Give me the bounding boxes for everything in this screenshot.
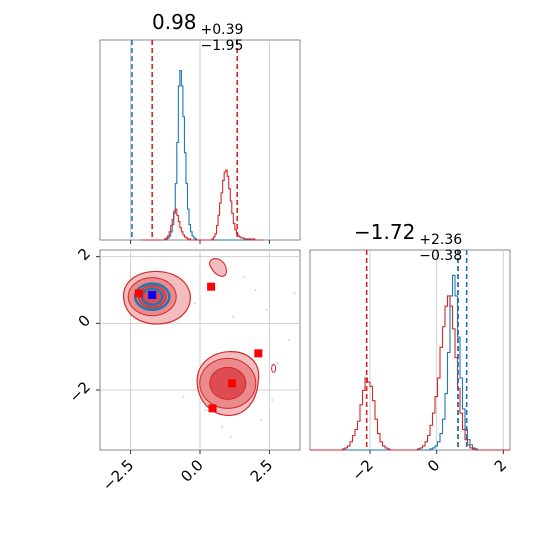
joint-xtick-label-0: −2.5 (99, 456, 137, 494)
joint-sample-13 (182, 395, 185, 398)
joint-sample-1 (232, 315, 235, 318)
marginal-y-title: −1.72 +2.36 −0.38 (354, 220, 462, 264)
marginal-y-histogram-0 (310, 274, 510, 451)
marginal-x-histogram-1 (141, 169, 264, 241)
marginal-x-title-minus: −1.95 (200, 38, 244, 54)
marginal-x-title-value: 0.98 (152, 10, 197, 34)
joint-sample-14 (229, 435, 232, 438)
marginal-x-panel (130, 40, 270, 244)
marginal-x-title-plus: +0.39 (200, 22, 244, 38)
marginal-x-histogram-0 (141, 69, 264, 241)
joint-panel: −2.5 0.0 2.5 2 0 −2 (66, 245, 300, 495)
joint-red-marker-4 (208, 404, 217, 413)
marginal-x-title: 0.98 +0.39 −1.95 (152, 10, 243, 54)
joint-sample-7 (260, 419, 263, 421)
marginal-y-title-minus: −0.38 (419, 248, 463, 264)
joint-sample-11 (254, 289, 257, 291)
joint-red-speck (271, 363, 277, 373)
joint-red-island (209, 258, 227, 277)
joint-ytick-label-1: 0 (75, 311, 94, 330)
marginal-y-xtick-label-0: −2 (348, 456, 376, 484)
joint-sample-8 (243, 275, 246, 278)
joint-sample-3 (287, 339, 290, 341)
marginal-y-title-plus: +2.36 (419, 232, 463, 248)
marginal-y-histogram-1 (310, 295, 510, 451)
joint-red-marker-2 (254, 349, 263, 358)
joint-sample-15 (271, 399, 274, 401)
marginal-y-title-value: −1.72 (354, 220, 416, 244)
joint-sample-6 (221, 425, 224, 428)
joint-red-marker-0 (134, 289, 143, 298)
joint-blue-marker (148, 291, 157, 299)
joint-red-contour-inner-2 (209, 366, 247, 400)
marginal-y-panel: −2 0 2 (310, 250, 510, 484)
marginal-y-xtick-label-1: 0 (424, 456, 443, 475)
joint-sample-2 (265, 309, 268, 311)
joint-sample-10 (293, 292, 296, 295)
joint-red-marker-3 (227, 379, 236, 388)
marginal-y-xtick-label-2: 2 (491, 456, 510, 475)
joint-sample-9 (193, 302, 196, 305)
joint-xtick-label-2: 2.5 (247, 456, 277, 486)
joint-red-marker-1 (207, 282, 216, 291)
joint-sample-4 (276, 362, 279, 365)
joint-ytick-label-2: −2 (66, 378, 94, 406)
joint-xtick-label-1: 0.0 (177, 456, 207, 486)
marginal-y-frame (309, 249, 511, 451)
joint-sample-5 (204, 409, 207, 411)
joint-ytick-label-0: 2 (75, 245, 94, 264)
